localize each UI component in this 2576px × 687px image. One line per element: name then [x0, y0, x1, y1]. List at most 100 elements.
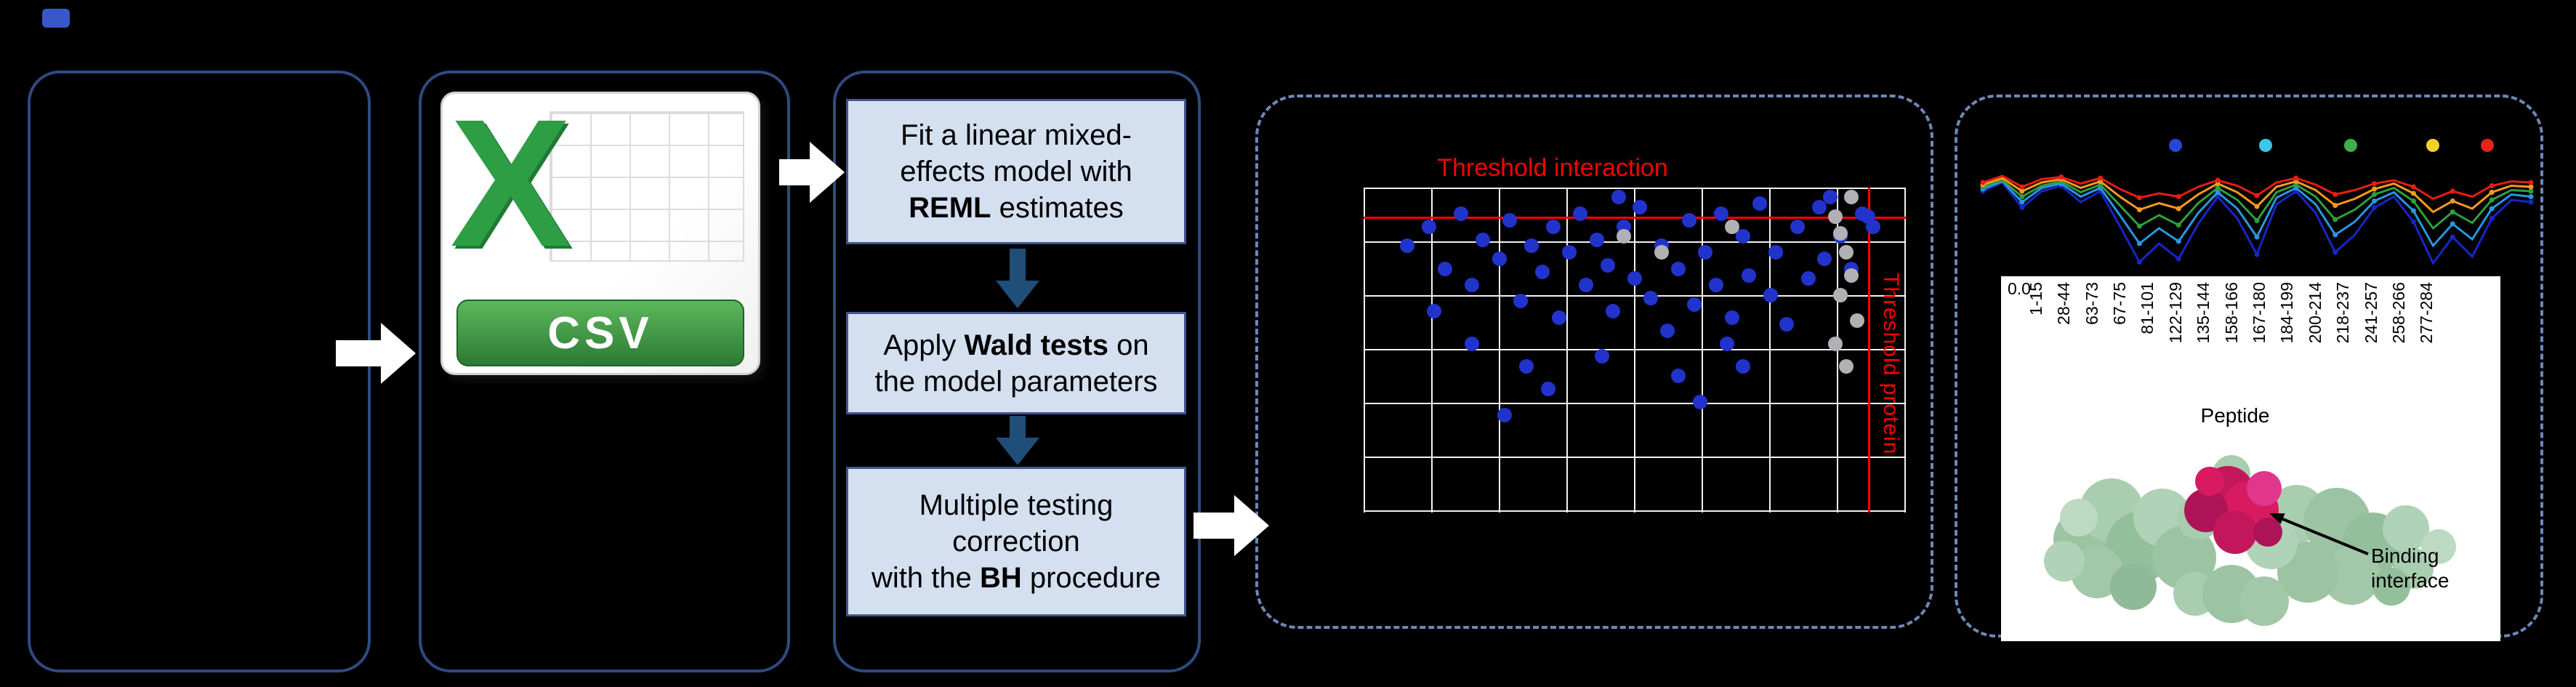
data-point	[1454, 206, 1469, 221]
data-point	[1866, 219, 1881, 234]
data-point	[1741, 268, 1756, 283]
series-marker	[2372, 205, 2378, 210]
series-marker	[2215, 185, 2221, 190]
right-arrow-icon	[779, 142, 845, 203]
series-marker	[2489, 216, 2495, 221]
series-marker	[2254, 193, 2260, 198]
threshold-scatter-plot	[1364, 188, 1906, 513]
panel-statistics	[833, 71, 1201, 672]
data-point	[1562, 245, 1577, 260]
data-point	[1849, 313, 1864, 329]
series-marker	[2136, 207, 2142, 212]
series-marker	[2489, 190, 2495, 195]
arrow-shaft	[336, 340, 381, 366]
series-marker	[2333, 192, 2338, 197]
data-point	[1502, 212, 1518, 228]
series-marker	[2175, 206, 2181, 212]
series-marker	[2410, 184, 2416, 190]
data-point	[1437, 261, 1452, 276]
data-point	[1595, 349, 1610, 364]
data-point	[1546, 219, 1561, 234]
data-point	[1800, 271, 1816, 286]
peptide-tick-label: 1-15	[2022, 282, 2050, 316]
series-marker	[2098, 175, 2104, 181]
data-point	[1492, 252, 1507, 267]
series-marker	[2254, 218, 2260, 223]
tick-text: 200-214	[2305, 282, 2325, 344]
step-text: Fit a linear mixed- effects model with R…	[900, 119, 1132, 224]
series-marker	[2293, 175, 2299, 181]
data-point	[1540, 382, 1555, 397]
data-point	[1399, 238, 1414, 254]
data-point	[1627, 271, 1642, 286]
data-point	[1578, 278, 1593, 293]
peptide-axis-labels: 1-15 28-44 63-73 67-75 81-101 122-129 135-144 1…	[2022, 282, 2441, 406]
arrow-head	[996, 281, 1039, 308]
series-marker	[2489, 197, 2495, 203]
series-marker	[2410, 190, 2416, 196]
peptide-tick-label: 67-75	[2106, 282, 2133, 325]
data-point	[1708, 278, 1723, 293]
data-point	[1643, 290, 1659, 305]
data-point	[1573, 206, 1588, 221]
spreadsheet-grid	[549, 111, 744, 262]
peptide-tick-label: 28-44	[2050, 282, 2077, 325]
series-marker	[2489, 183, 2495, 188]
series-marker	[2528, 199, 2534, 205]
data-point	[1611, 190, 1626, 205]
data-point	[1828, 209, 1843, 225]
series-marker	[2528, 180, 2534, 185]
peptide-tick-label: 122-129	[2162, 282, 2189, 343]
excel-x-logo: X	[450, 81, 571, 285]
arrow-head	[810, 142, 845, 203]
series-marker	[2450, 221, 2455, 227]
series-marker	[2215, 194, 2221, 199]
series-marker	[2410, 219, 2416, 225]
step-text: Multiple testing correction with the BH …	[872, 489, 1161, 594]
peptide-axis-title: Peptide	[2200, 404, 2270, 427]
tick-text: 135-144	[2194, 282, 2213, 344]
tick-text: 184-199	[2277, 282, 2297, 344]
series-marker	[2136, 223, 2142, 229]
legend-dot	[2169, 139, 2182, 152]
series-marker	[2215, 177, 2221, 183]
step-reml-model: Fit a linear mixed- effects model with R…	[846, 99, 1186, 244]
series-marker	[2372, 181, 2378, 186]
arrow-head	[1234, 495, 1269, 556]
data-point	[1817, 252, 1832, 267]
series-marker	[2175, 238, 2181, 244]
data-point	[1697, 245, 1712, 260]
series-marker	[2333, 217, 2338, 222]
data-point	[1714, 206, 1729, 221]
data-point	[1768, 245, 1783, 260]
protein-structure-image	[2044, 455, 2456, 626]
legend-dot	[2426, 139, 2439, 152]
series-marker	[2410, 198, 2416, 204]
binding-interface-annotation: Binding interface	[2371, 545, 2450, 592]
series-marker	[2528, 194, 2534, 199]
data-point	[1518, 358, 1534, 374]
data-point	[1476, 232, 1491, 247]
peptide-tick-label: 218-237	[2329, 282, 2356, 343]
series-marker	[2254, 234, 2260, 240]
series-marker	[2372, 186, 2378, 192]
data-point	[1736, 358, 1751, 374]
data-point	[1465, 278, 1480, 293]
peptide-tick-label: 277-284	[2413, 282, 2441, 343]
panel-input	[28, 71, 371, 672]
data-point	[1692, 395, 1707, 410]
tick-text: 218-237	[2333, 282, 2353, 344]
binding-interface-region	[2184, 466, 2282, 554]
arrow-shaft	[1194, 513, 1234, 539]
tick-text: 241-257	[2361, 282, 2380, 344]
data-point	[1681, 212, 1696, 228]
data-point	[1833, 225, 1848, 241]
decorative-dot	[42, 9, 70, 28]
data-point	[1828, 336, 1843, 351]
data-point	[1844, 268, 1859, 283]
data-point	[1670, 261, 1686, 276]
peptide-tick-label: 158-166	[2218, 282, 2245, 343]
peptide-tick-label: 258-266	[2385, 282, 2412, 343]
series-marker	[2175, 194, 2181, 199]
